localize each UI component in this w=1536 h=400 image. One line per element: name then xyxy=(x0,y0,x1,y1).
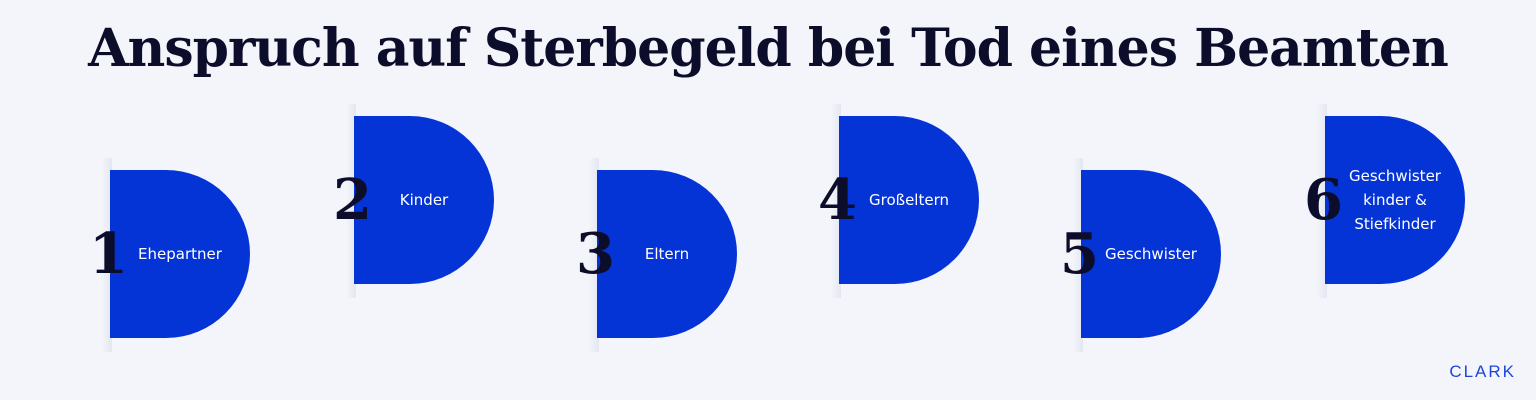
heir-item-5: Geschwister 5 xyxy=(1051,158,1231,352)
heir-number: 2 xyxy=(333,167,372,233)
heir-circle: Großeltern xyxy=(839,116,979,284)
brand-logo: CLARK xyxy=(1449,362,1516,381)
heir-label: Kinder xyxy=(399,191,449,209)
divider-shadow xyxy=(102,158,112,352)
heir-label: Großeltern xyxy=(868,191,949,209)
heir-label: Ehepartner xyxy=(138,245,222,263)
heir-circle: Kinder xyxy=(354,116,494,284)
divider-shadow xyxy=(1073,158,1083,352)
heir-circle: Ehepartner xyxy=(110,170,250,338)
heir-item-4: Großeltern 4 xyxy=(809,104,989,298)
page-title: Anspruch auf Sterbegeld bei Tod eines Be… xyxy=(88,18,1449,79)
heir-label: Geschwister kinder & Stiefkinder xyxy=(1349,167,1441,233)
heir-number: 1 xyxy=(89,221,128,287)
heir-label: Eltern xyxy=(644,245,690,263)
heir-number: 6 xyxy=(1304,167,1343,233)
heir-circle: Eltern xyxy=(597,170,737,338)
heir-item-1: Ehepartner 1 xyxy=(80,158,260,352)
divider-shadow xyxy=(589,158,599,352)
heir-number: 3 xyxy=(576,221,615,287)
heir-number: 5 xyxy=(1060,221,1099,287)
heir-circle: Geschwister kinder & Stiefkinder xyxy=(1325,116,1465,284)
heir-item-6: Geschwister kinder & Stiefkinder 6 xyxy=(1295,104,1475,298)
divider-shadow xyxy=(1317,104,1327,298)
heir-label: Geschwister xyxy=(1105,245,1197,263)
heir-item-3: Eltern 3 xyxy=(567,158,747,352)
divider-shadow xyxy=(346,104,356,298)
heir-number: 4 xyxy=(818,167,857,233)
heir-circle: Geschwister xyxy=(1081,170,1221,338)
heir-item-2: Kinder 2 xyxy=(324,104,504,298)
divider-shadow xyxy=(831,104,841,298)
